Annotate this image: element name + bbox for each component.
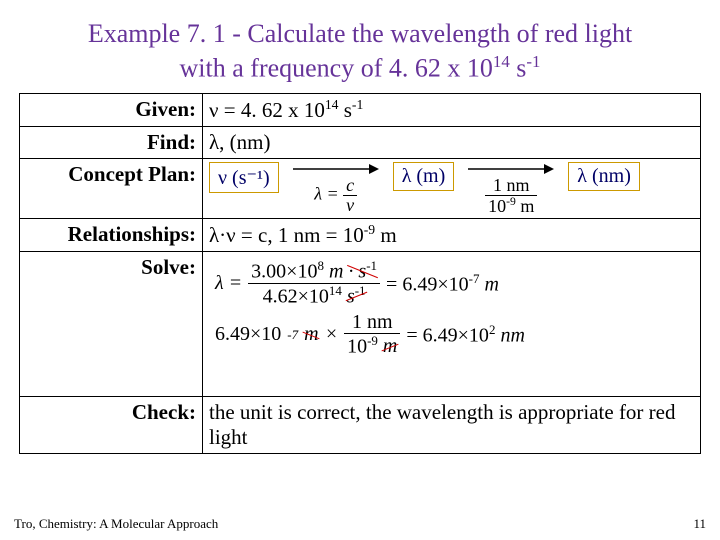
solve-den-s: s (347, 286, 355, 308)
plan-tag-lambda-nm: λ (nm) (568, 162, 640, 191)
title-line2: with a frequency of 4. 62 x 10 (180, 53, 493, 82)
solve-den-s-exp: -1 (355, 283, 366, 298)
solve-cell: λ = 3.00×108 m · s-1 4.62×1014 s-1 (203, 252, 701, 397)
solve-eq1-exp: -7 (469, 271, 480, 286)
arrow-icon (468, 162, 554, 176)
l2-m: m (304, 323, 318, 345)
solve-num-s-exp: -1 (366, 258, 377, 273)
plan-tag-frequency: ν (s⁻¹) (209, 162, 279, 193)
title-exp: 14 (493, 52, 510, 71)
label-relationships: Relationships: (20, 219, 203, 252)
given-exp: 14 (325, 97, 339, 112)
rel-exp: -9 (364, 222, 375, 237)
relationships-cell: λ·ν = c, 1 nm = 10-9 m (203, 219, 701, 252)
label-find: Find: (20, 126, 203, 158)
arrow-icon (293, 162, 379, 176)
footer: Tro, Chemistry: A Molecular Approach 11 (14, 516, 706, 532)
l2-a: 6.49×10 (215, 323, 281, 346)
under1-eq: λ = (314, 183, 338, 203)
under2-den-b: m (516, 196, 535, 216)
label-solve: Solve: (20, 252, 203, 397)
given-text: ν = 4. 62 x 10 (209, 98, 325, 122)
under1-num: c (343, 176, 357, 195)
label-given: Given: (20, 93, 203, 126)
l2-den-b: m (383, 335, 397, 357)
title-exp2: -1 (526, 52, 540, 71)
plan-tag-lambda-m: λ (m) (393, 162, 455, 191)
solve-num-m: m (329, 261, 343, 283)
solve-line-2: 6.49×10-7 m × 1 nm 10-9 m = 6.49×102 nm (215, 312, 694, 358)
arrow-block-2: 1 nm 10-9 m (468, 162, 554, 216)
given-exp2: -1 (352, 97, 363, 112)
footer-page-number: 11 (693, 516, 706, 532)
solve-num-exp: 8 (317, 258, 324, 273)
given-cell: ν = 4. 62 x 1014 s-1 (203, 93, 701, 126)
rel-a: λ·ν = c, 1 nm = 10 (209, 223, 364, 247)
solve-eq1-b: m (479, 273, 498, 295)
given-tail: s (338, 98, 351, 122)
concept-cell: ν (s⁻¹) λ = cν λ (m) (203, 158, 701, 219)
solve-den-exp: 14 (329, 283, 342, 298)
under2-den-exp: -9 (506, 195, 516, 208)
content-table: Given: ν = 4. 62 x 1014 s-1 Find: λ, (nm… (19, 93, 701, 455)
slide-title: Example 7. 1 - Calculate the wavelength … (0, 0, 720, 93)
under2-den-a: 10 (488, 196, 506, 216)
solve-num-a: 3.00×10 (251, 261, 317, 283)
l2-rhs-a: = 6.49×10 (406, 324, 489, 346)
l2-rhs-b: nm (495, 324, 524, 346)
find-cell: λ, (nm) (203, 126, 701, 158)
label-concept: Concept Plan: (20, 158, 203, 219)
solve-line-1: λ = 3.00×108 m · s-1 4.62×1014 s-1 (215, 259, 694, 307)
under1-den: ν (343, 196, 357, 215)
l2-exp: -7 (287, 327, 298, 343)
rel-b: m (375, 223, 397, 247)
l2-times: × (325, 323, 339, 346)
footer-source: Tro, Chemistry: A Molecular Approach (14, 516, 218, 532)
arrow-block-1: λ = cν (293, 162, 379, 215)
solve-lhs: λ = (215, 272, 242, 295)
title-tail: s (510, 53, 527, 82)
check-cell: the unit is correct, the wavelength is a… (203, 397, 701, 454)
l2-den-exp: -9 (367, 333, 378, 348)
title-line1: Example 7. 1 - Calculate the wavelength … (88, 19, 632, 48)
under2-num: 1 nm (490, 176, 533, 195)
solve-den-a: 4.62×10 (263, 286, 329, 308)
solve-num-s: · s (348, 261, 366, 283)
solve-eq1-a: = 6.49×10 (386, 273, 469, 295)
l2-den-a: 10 (347, 335, 367, 357)
label-check: Check: (20, 397, 203, 454)
l2-num: 1 nm (349, 312, 396, 333)
